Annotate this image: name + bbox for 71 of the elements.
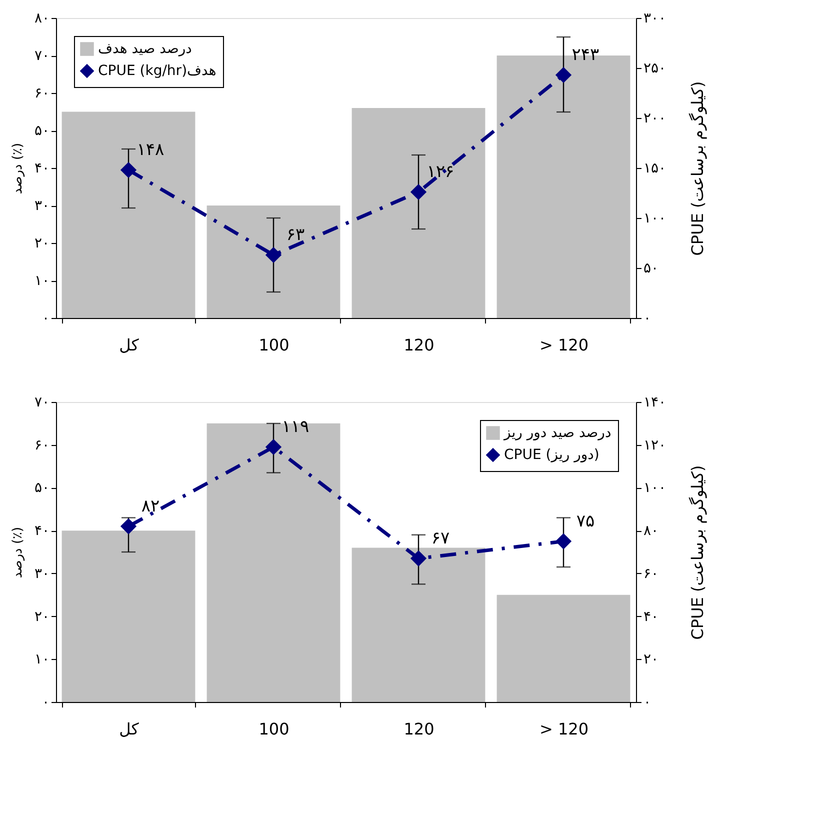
point [555,533,572,550]
y2-tick-label: ۴۰ [644,608,659,625]
bar [206,206,340,318]
y-tick-label: ۳۰ [34,566,50,582]
y2-tick-label: ۳۰۰ [644,10,666,26]
y-tick-label: ۲۰ [34,236,50,252]
y2-tick-label: ۱۴۰ [644,394,666,410]
x-tick-label: کل [119,336,140,354]
y2-tick-label: ۱۲۰ [644,437,666,454]
data-label: ۲۴۳ [572,45,600,65]
y-tick-label: ۴۰ [34,160,50,176]
data-label: ۱۲۶ [426,162,454,182]
y2-tick-label: ۱۵۰ [644,160,666,176]
data-label: ۱۱۹ [282,417,310,437]
data-label: ۷۵ [576,511,595,532]
y2-axis-title: CPUE (کیلوگرم برساعت) [688,465,708,640]
legend-label: درصد صید هدف [98,41,192,57]
bar [352,108,486,318]
y2-tick-label: ۱۰۰ [644,480,666,496]
legend-label: CPUE (kg/hr)هدف [98,63,216,79]
data-label: ۸۲ [141,496,160,516]
y2-tick-label: ۲۰ [644,652,659,668]
y2-axis-title: CPUE (کیلوگرم برساعت) [688,81,708,256]
y2-tick-label: ۲۵۰ [644,60,666,76]
y-tick-label: ۸۰ [34,10,50,26]
point [120,162,137,178]
point [410,184,427,200]
y-axis-title: درصد (٪) [10,142,26,194]
y2-tick-label: ۶۰ [644,566,659,582]
legend-label: CPUE (دور ریز) [504,447,600,463]
x-tick-label: > 120 [539,336,589,354]
y-tick-label: ۱۰ [34,652,50,668]
x-tick-label: 100 [258,720,290,738]
y-axis-title: درصد (٪) [10,526,26,578]
y-tick-label: ۳۰ [34,198,50,214]
data-label: ۶۷ [431,528,450,548]
point [265,246,282,264]
bar [352,548,486,702]
point [555,66,572,84]
y2-tick-label: ۱۰۰ [644,210,666,226]
x-tick-label: 100 [258,336,290,354]
y-tick-label: ۷۰ [34,48,50,64]
y-tick-label: ۰ [42,310,50,326]
x-tick-label: > 120 [539,720,589,738]
y-tick-label: ۴۰ [34,523,50,540]
y-tick-label: ۲۰ [34,608,50,625]
x-tick-label: 120 [404,720,434,738]
point [120,518,137,534]
x-tick-label: 120 [404,336,434,354]
y-tick-label: ۰ [42,694,50,710]
y-tick-label: ۱۰ [34,273,50,289]
y-tick-label: ۵۰ [34,480,50,496]
y2-tick-label: ۰ [644,310,652,326]
point [410,550,427,566]
point [265,438,282,456]
data-label: ۶۳ [286,225,305,245]
y2-tick-label: ۵۰ [644,260,659,276]
x-tick-label: کل [119,720,140,738]
y-tick-label: ۶۰ [34,437,50,454]
legend-label: درصد صید دور ریز [503,425,612,441]
data-label: ۱۴۸ [136,140,164,160]
y-tick-label: ۵۰ [34,123,50,139]
y-tick-label: ۶۰ [34,86,50,102]
y2-tick-label: ۲۰۰ [644,110,666,126]
bar [496,594,630,702]
bar [62,530,196,702]
y2-tick-label: ۰ [644,694,652,710]
bar [62,112,196,318]
y-tick-label: ۷۰ [34,394,50,410]
y2-tick-label: ۸۰ [644,523,659,540]
bar [206,423,340,702]
